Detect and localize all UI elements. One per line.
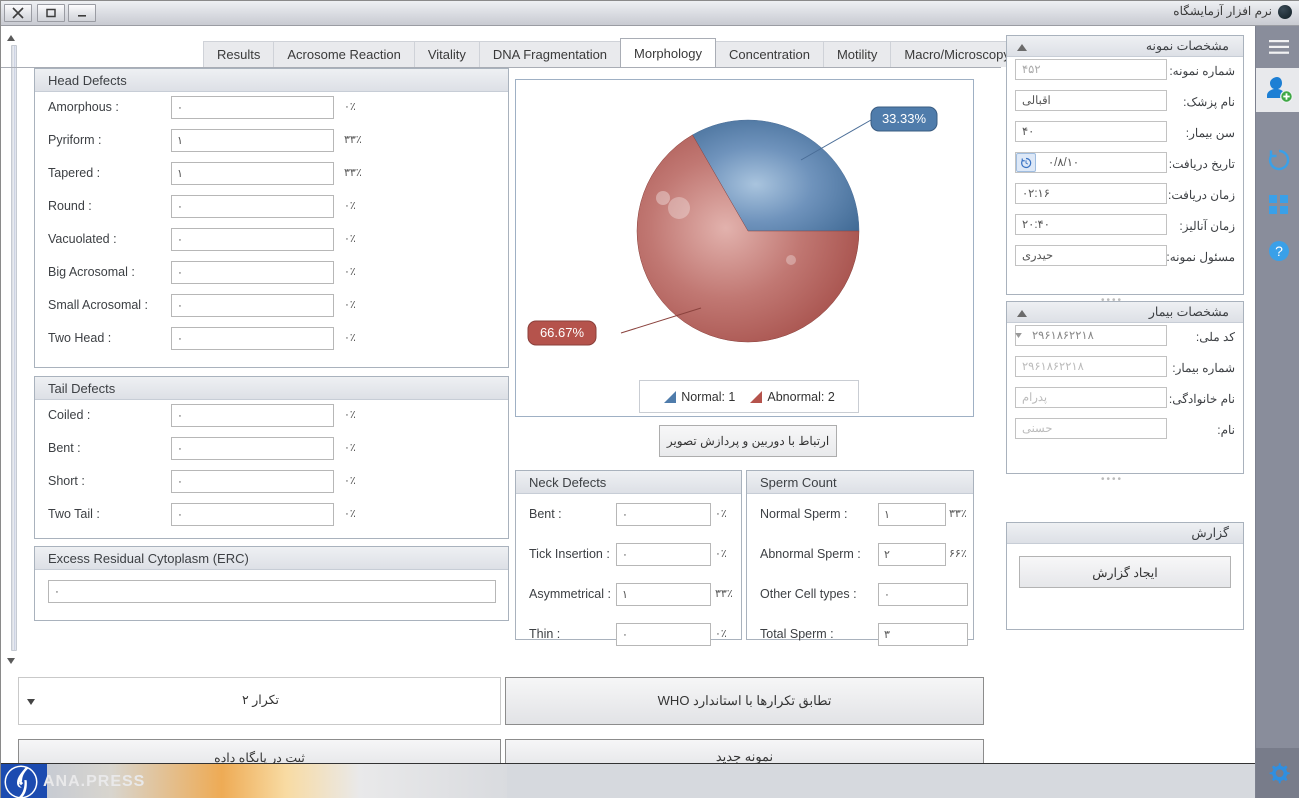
svg-text:33.33%: 33.33% <box>882 111 927 126</box>
svg-text:?: ? <box>1275 243 1283 259</box>
svg-text:66.67%: 66.67% <box>540 325 585 340</box>
